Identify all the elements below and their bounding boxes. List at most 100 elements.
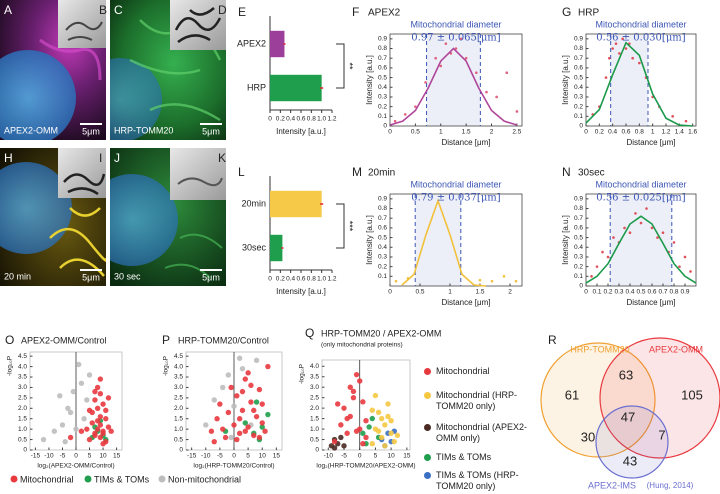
panel-label: Q [305, 326, 314, 340]
panel-label: O [5, 333, 14, 347]
scale-label: 5μm [202, 272, 220, 282]
data-point [256, 386, 263, 393]
x-tick-label: 0.6 [296, 116, 305, 123]
y-tick-label: 4.0 [18, 363, 27, 370]
legend-label: TIMs & TOMs [436, 452, 492, 462]
x-tick-label: 5 [374, 453, 378, 460]
data-point [228, 434, 234, 441]
data-point [59, 422, 66, 428]
panel-label: G [562, 5, 571, 19]
y-tick-label: 2.5 [18, 395, 27, 402]
data-point [611, 47, 614, 50]
y-tick-label: 1.0 [174, 426, 183, 433]
data-point [353, 371, 360, 378]
data-point [360, 399, 366, 405]
bar [270, 74, 322, 102]
data-point [403, 113, 407, 116]
fit-curve [389, 47, 518, 126]
data-point [245, 370, 251, 376]
data-point [382, 422, 388, 428]
x-tick-label: 1.5 [462, 129, 471, 136]
y-tick-label: 0.5 [378, 234, 387, 241]
x-axis-label: Distance [μm] [626, 138, 675, 147]
diameter-band [415, 194, 461, 286]
data-point [253, 399, 260, 405]
annotation: 0.79 ± 0.037[μm] [411, 193, 501, 204]
x-tick-label: 0 [268, 116, 272, 123]
y-tick-label: 0.7 [378, 55, 387, 62]
x-tick-label: 10 [259, 453, 267, 460]
data-point [236, 355, 243, 361]
y-tick-label: 0.6 [378, 65, 387, 72]
micrograph [110, 148, 226, 286]
panel-label: H [4, 151, 13, 165]
legend-label: Non-mitochondrial [168, 474, 241, 484]
legend-label: Mitochondrial [436, 366, 490, 376]
data-point [239, 365, 246, 372]
panel-label: F [352, 5, 359, 19]
y-tick-label: 4.5 [18, 353, 27, 360]
legend-swatch [424, 392, 431, 399]
data-point [94, 384, 101, 391]
panel-label: J [114, 151, 120, 165]
data-point [220, 384, 226, 391]
data-point [225, 372, 232, 378]
data-point [51, 428, 58, 434]
data-point [645, 207, 648, 210]
x-tick-label: 0.2 [276, 116, 285, 123]
image-caption: 30 sec [114, 271, 141, 281]
y-tick-label: 0 [579, 123, 583, 130]
legend-label: Mitochondrial (APEX2-OMM only) [436, 422, 528, 443]
x-tick-label: 0.2 [276, 276, 285, 283]
data-point [331, 438, 338, 445]
x-tick-label: 0.9 [680, 289, 689, 296]
chart-title: HRP-TOMM20/Control [178, 335, 269, 345]
venn-set [595, 405, 669, 479]
y-tick-label: 0 [579, 283, 583, 290]
data-point [338, 434, 344, 441]
data-point [341, 443, 347, 449]
x-tick-label: 0 [358, 453, 362, 460]
y-tick-label: 1.5 [174, 415, 183, 422]
data-point [335, 401, 341, 407]
y-tick-label: 1.5 [310, 415, 319, 422]
x-tick-label: 0.4 [608, 129, 617, 136]
y-axis-label: Intensity [a.u.] [365, 215, 374, 265]
data-point [234, 436, 240, 443]
panel-label: A [4, 3, 12, 17]
fit-curve [401, 198, 487, 287]
data-point [251, 407, 257, 414]
data-point [67, 409, 74, 416]
data-point [265, 411, 271, 418]
x-tick-label: 0.7 [658, 289, 667, 296]
data-point [414, 105, 417, 108]
significance-bracket [336, 43, 345, 89]
y-tick-label: 0.2 [574, 263, 583, 270]
data-point [344, 430, 350, 436]
data-point [81, 416, 87, 422]
y-tick-label: 0.6 [574, 225, 583, 232]
y-tick-label: 0.7 [574, 55, 583, 62]
y-tick-label: 0.9 [378, 196, 387, 203]
data-point [78, 380, 85, 386]
venn-set [599, 337, 720, 459]
data-point [631, 56, 634, 60]
x-tick-label: 2.5 [512, 129, 521, 136]
data-point [623, 226, 626, 230]
data-point [92, 388, 98, 395]
chart-subtitle: Mitochondrial diameter [595, 179, 686, 189]
x-axis-label: Distance [μm] [441, 298, 490, 307]
y-tick-label: 3.0 [18, 384, 27, 391]
data-point [375, 409, 382, 416]
data-point [639, 221, 643, 225]
x-tick-label: 0.4 [286, 276, 295, 283]
data-point [231, 422, 237, 428]
data-point [203, 422, 209, 428]
y-axis-label: -log₁₀P [163, 356, 170, 376]
data-point [259, 420, 265, 426]
y-tick-label: 4.0 [174, 363, 183, 370]
data-point [108, 428, 114, 434]
micrograph [0, 148, 106, 286]
chart-subtitle: (only mitochondrial proteins) [321, 342, 403, 349]
